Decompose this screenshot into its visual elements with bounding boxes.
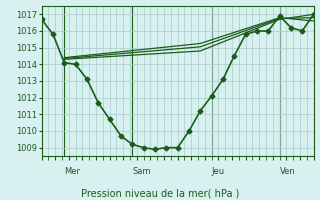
Text: Sam: Sam — [132, 167, 151, 176]
Text: Mer: Mer — [64, 167, 80, 176]
Text: Jeu: Jeu — [212, 167, 225, 176]
Text: Pression niveau de la mer( hPa ): Pression niveau de la mer( hPa ) — [81, 188, 239, 198]
Text: Ven: Ven — [280, 167, 295, 176]
